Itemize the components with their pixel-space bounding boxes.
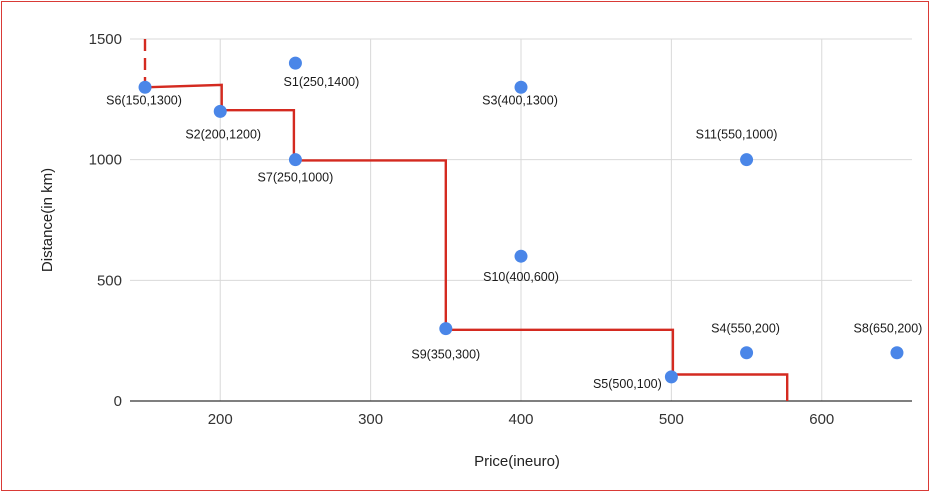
gridlines: [130, 38, 912, 402]
x-tick-label: 600: [809, 411, 834, 428]
data-point: [288, 56, 302, 70]
data-point: [664, 370, 678, 384]
data-labels: S6(150,1300) S2(200,1200) S1(250,1400) S7(2…: [106, 75, 922, 391]
y-axis-ticks: 0 500 1000 1500: [89, 31, 122, 410]
data-point: [213, 104, 227, 118]
data-label: S2(200,1200): [185, 127, 261, 141]
data-label: S9(350,300): [411, 348, 480, 362]
frontier-lines: [143, 39, 789, 401]
x-tick-label: 300: [358, 411, 383, 428]
data-point: [439, 322, 453, 336]
step-frontier-line: [144, 83, 789, 401]
data-point: [740, 153, 754, 167]
y-tick-label: 1000: [89, 152, 122, 169]
data-label: S7(250,1000): [258, 171, 334, 185]
x-tick-label: 400: [508, 411, 533, 428]
data-label: S5(500,100): [593, 377, 662, 391]
data-point: [514, 80, 528, 94]
data-label: S11(550,1000): [696, 128, 778, 142]
x-axis-ticks: 200 300 400 500 600: [208, 411, 835, 428]
y-tick-label: 1500: [89, 31, 122, 48]
data-point: [740, 346, 754, 360]
data-point: [138, 80, 152, 94]
x-tick-label: 200: [208, 411, 233, 428]
data-label: S8(650,200): [854, 322, 923, 336]
x-tick-label: 500: [659, 411, 684, 428]
data-points: [138, 56, 904, 384]
data-point: [288, 153, 302, 167]
x-axis-title: Price(ineuro): [474, 453, 560, 470]
data-point: [890, 346, 904, 360]
y-axis-title: Distance(in km): [39, 168, 56, 272]
data-label: S6(150,1300): [106, 93, 182, 107]
data-point: [514, 249, 528, 263]
data-label: S4(550,200): [711, 322, 780, 336]
y-tick-label: 500: [97, 272, 122, 289]
data-label: S3(400,1300): [482, 93, 558, 107]
data-label: S10(400,600): [483, 270, 559, 284]
y-tick-label: 0: [114, 393, 122, 410]
data-label: S1(250,1400): [284, 75, 360, 89]
